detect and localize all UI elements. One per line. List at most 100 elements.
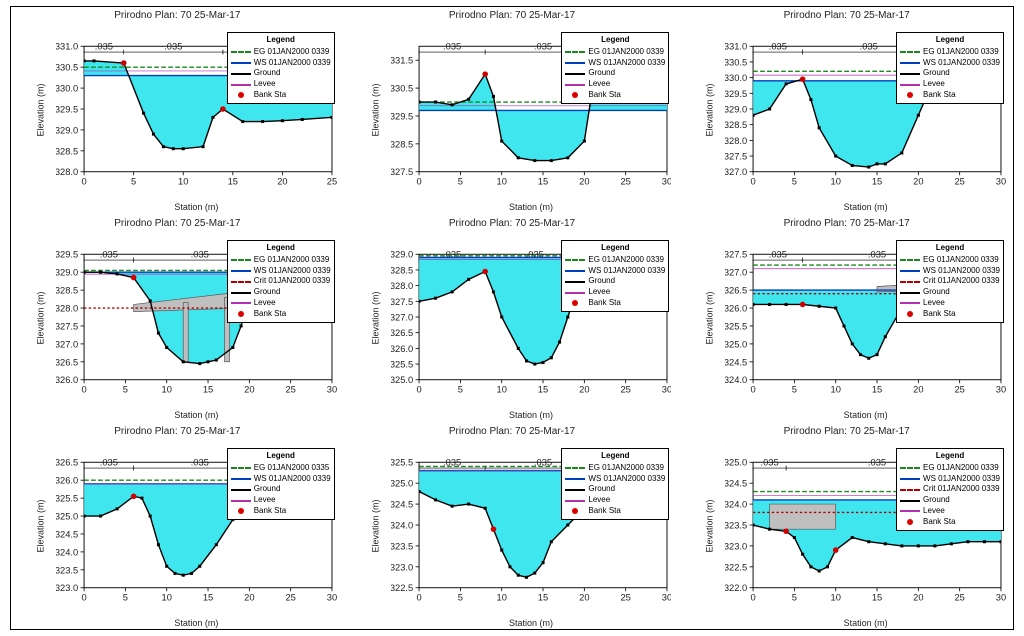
svg-text:323.5: 323.5 bbox=[56, 565, 78, 575]
svg-text:325.5: 325.5 bbox=[56, 494, 78, 504]
legend-item: WS 01JAN2000 0339 bbox=[900, 266, 1000, 277]
svg-text:.035: .035 bbox=[95, 42, 113, 52]
x-axis-label: Station (m) bbox=[725, 202, 1006, 212]
svg-text:30: 30 bbox=[661, 177, 671, 187]
plot-area: 051015202530326.0326.5327.0327.5328.0328… bbox=[56, 238, 337, 396]
svg-text:327.5: 327.5 bbox=[391, 297, 413, 307]
svg-text:20: 20 bbox=[579, 177, 589, 187]
cross-section-panel-8: Prirodno Plan: 70 25-Mar-17Elevation (m)… bbox=[679, 422, 1014, 630]
svg-text:20: 20 bbox=[579, 593, 589, 603]
plot-area: 0510152025328.0328.5329.0329.5330.0330.5… bbox=[56, 30, 337, 188]
y-axis-label: Elevation (m) bbox=[370, 83, 380, 136]
svg-text:15: 15 bbox=[872, 385, 882, 395]
cross-section-panel-0: Prirodno Plan: 70 25-Mar-17Elevation (m)… bbox=[10, 6, 345, 214]
legend-item: WS 01JAN2000 0339 bbox=[900, 58, 1000, 69]
svg-text:10: 10 bbox=[162, 593, 172, 603]
cross-section-panel-5: Prirodno Plan: 70 25-Mar-17Elevation (m)… bbox=[679, 214, 1014, 422]
legend-item: WS 01JAN2000 0339 bbox=[900, 474, 1000, 485]
svg-text:10: 10 bbox=[496, 385, 506, 395]
svg-text:10: 10 bbox=[178, 177, 188, 187]
svg-text:25: 25 bbox=[285, 385, 295, 395]
legend: LegendEG 01JAN2000 0339WS 01JAN2000 0339… bbox=[227, 32, 335, 104]
y-axis-label: Elevation (m) bbox=[370, 499, 380, 552]
svg-text:5: 5 bbox=[457, 593, 462, 603]
y-axis-label: Elevation (m) bbox=[36, 83, 46, 136]
legend-title: Legend bbox=[231, 243, 331, 254]
svg-text:15: 15 bbox=[203, 593, 213, 603]
svg-text:5: 5 bbox=[123, 385, 128, 395]
y-axis-label: Elevation (m) bbox=[36, 499, 46, 552]
legend: LegendEG 01JAN2000 0335WS 01JAN2000 0339… bbox=[227, 448, 335, 520]
svg-text:15: 15 bbox=[203, 385, 213, 395]
svg-text:30: 30 bbox=[996, 593, 1006, 603]
panel-title: Prirodno Plan: 70 25-Mar-17 bbox=[10, 218, 345, 229]
plot-area: 051015202530325.0325.5326.0326.5327.0327… bbox=[391, 238, 672, 396]
legend: LegendEG 01JAN2000 0339WS 01JAN2000 0339… bbox=[896, 448, 1004, 531]
svg-text:330.0: 330.0 bbox=[725, 73, 747, 83]
legend-item: Levee bbox=[565, 79, 665, 90]
svg-text:.035: .035 bbox=[100, 250, 118, 260]
svg-text:330.0: 330.0 bbox=[56, 84, 78, 94]
svg-text:.035: .035 bbox=[191, 458, 209, 468]
svg-text:20: 20 bbox=[913, 177, 923, 187]
svg-text:323.0: 323.0 bbox=[56, 583, 78, 593]
svg-text:.035: .035 bbox=[868, 458, 886, 468]
svg-text:329.0: 329.0 bbox=[56, 125, 78, 135]
legend-item: Bank Sta bbox=[565, 90, 665, 101]
svg-text:326.0: 326.0 bbox=[56, 476, 78, 486]
svg-text:5: 5 bbox=[131, 177, 136, 187]
svg-text:326.5: 326.5 bbox=[391, 328, 413, 338]
svg-text:20: 20 bbox=[579, 385, 589, 395]
legend-item: Bank Sta bbox=[900, 517, 1000, 528]
svg-text:0: 0 bbox=[81, 177, 86, 187]
svg-text:5: 5 bbox=[792, 177, 797, 187]
svg-text:325.0: 325.0 bbox=[391, 479, 413, 489]
svg-text:20: 20 bbox=[913, 593, 923, 603]
svg-text:324.5: 324.5 bbox=[725, 357, 747, 367]
svg-text:10: 10 bbox=[831, 385, 841, 395]
legend-item: Levee bbox=[900, 298, 1000, 309]
svg-text:30: 30 bbox=[661, 593, 671, 603]
legend: LegendEG 01JAN2000 0339WS 01JAN2000 0339… bbox=[896, 240, 1004, 323]
plot-area: 051015202530327.0327.5328.0328.5329.0329… bbox=[725, 30, 1006, 188]
svg-text:325.0: 325.0 bbox=[391, 375, 413, 385]
svg-text:324.5: 324.5 bbox=[725, 479, 747, 489]
legend-item: Levee bbox=[900, 506, 1000, 517]
legend-item: Bank Sta bbox=[565, 506, 665, 517]
legend-item: EG 01JAN2000 0339 bbox=[231, 47, 331, 58]
svg-text:20: 20 bbox=[244, 385, 254, 395]
svg-text:15: 15 bbox=[537, 177, 547, 187]
svg-text:328.5: 328.5 bbox=[391, 139, 413, 149]
svg-text:325.5: 325.5 bbox=[391, 458, 413, 468]
x-axis-label: Station (m) bbox=[725, 410, 1006, 420]
legend-item: Ground bbox=[565, 276, 665, 287]
legend-item: WS 01JAN2000 0339 bbox=[231, 474, 331, 485]
cross-section-panel-6: Prirodno Plan: 70 25-Mar-17Elevation (m)… bbox=[10, 422, 345, 630]
y-axis-label: Elevation (m) bbox=[705, 291, 715, 344]
legend-item: Levee bbox=[565, 287, 665, 298]
x-axis-label: Station (m) bbox=[725, 618, 1006, 628]
plot-area: 051015202530322.5323.0323.5324.0324.5325… bbox=[391, 446, 672, 604]
svg-text:30: 30 bbox=[327, 593, 337, 603]
svg-text:20: 20 bbox=[244, 593, 254, 603]
y-axis-label: Elevation (m) bbox=[36, 291, 46, 344]
svg-text:324.0: 324.0 bbox=[56, 547, 78, 557]
svg-text:.035: .035 bbox=[860, 42, 878, 52]
plot-area: 051015202530322.0322.5323.0323.5324.0324… bbox=[725, 446, 1006, 604]
x-axis-label: Station (m) bbox=[56, 202, 337, 212]
svg-text:323.5: 323.5 bbox=[725, 521, 747, 531]
legend-item: EG 01JAN2000 0335 bbox=[231, 463, 331, 474]
svg-text:25: 25 bbox=[620, 177, 630, 187]
svg-text:326.5: 326.5 bbox=[56, 458, 78, 468]
svg-text:0: 0 bbox=[416, 593, 421, 603]
svg-text:329.0: 329.0 bbox=[725, 105, 747, 115]
svg-text:15: 15 bbox=[872, 177, 882, 187]
legend: LegendEG 01JAN2000 0339WS 01JAN2000 0339… bbox=[561, 32, 669, 104]
svg-text:329.5: 329.5 bbox=[725, 89, 747, 99]
legend-item: Ground bbox=[900, 495, 1000, 506]
svg-text:328.5: 328.5 bbox=[56, 146, 78, 156]
legend-item: Ground bbox=[231, 484, 331, 495]
svg-text:330.5: 330.5 bbox=[391, 84, 413, 94]
legend-item: EG 01JAN2000 0339 bbox=[565, 255, 665, 266]
y-axis-label: Elevation (m) bbox=[705, 83, 715, 136]
